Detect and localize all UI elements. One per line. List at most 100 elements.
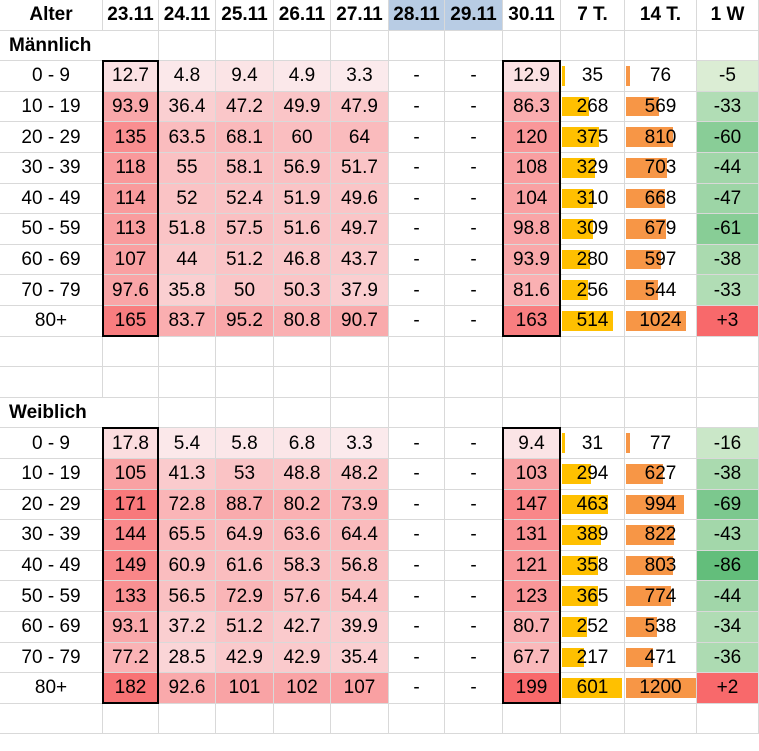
empty-cell[interactable] [216,397,274,429]
incidence-cell[interactable]: - [389,550,445,582]
incidence-cell[interactable]: 58.3 [274,550,331,582]
incidence-cell[interactable]: 4.9 [274,61,331,92]
sum-7-days-cell[interactable]: 256 [561,275,625,306]
empty-cell[interactable] [274,397,331,429]
incidence-cell[interactable]: - [445,581,503,612]
weekly-change-cell[interactable]: -69 [697,489,759,521]
empty-cell[interactable] [503,367,561,398]
empty-cell[interactable] [697,367,759,398]
incidence-cell[interactable]: 52.4 [216,183,274,215]
empty-cell[interactable] [561,367,625,398]
weekly-change-cell[interactable]: -33 [697,91,759,123]
incidence-cell[interactable]: 107 [331,673,389,704]
incidence-cell[interactable]: 93.1 [103,612,159,643]
incidence-cell[interactable]: 98.8 [503,214,561,245]
sum-14-days-cell[interactable]: 544 [625,275,697,306]
age-group-label[interactable]: 50 - 59 [0,214,103,245]
incidence-cell[interactable]: 68.1 [216,122,274,153]
incidence-cell[interactable]: 65.5 [159,520,216,551]
age-group-label[interactable]: 10 - 19 [0,91,103,123]
incidence-cell[interactable]: 51.7 [331,153,389,184]
weekly-change-cell[interactable]: +2 [697,673,759,704]
incidence-cell[interactable]: 50.3 [274,275,331,306]
sum-14-days-cell[interactable]: 822 [625,520,697,551]
incidence-cell[interactable]: 63.6 [274,520,331,551]
incidence-cell[interactable]: 121 [503,550,561,582]
incidence-cell[interactable]: 72.8 [159,489,216,521]
empty-cell[interactable] [445,367,503,398]
section-title[interactable]: Männlich [0,31,140,62]
empty-cell[interactable] [625,367,697,398]
incidence-cell[interactable]: 104 [503,183,561,215]
incidence-cell[interactable]: 182 [103,673,159,704]
incidence-cell[interactable]: 37.9 [331,275,389,306]
incidence-cell[interactable]: 4.8 [159,61,216,92]
incidence-cell[interactable]: 55 [159,153,216,184]
incidence-cell[interactable]: 39.9 [331,612,389,643]
incidence-cell[interactable]: 123 [503,581,561,612]
empty-cell[interactable] [103,703,159,735]
incidence-cell[interactable]: - [389,122,445,153]
age-group-label[interactable]: 30 - 39 [0,520,103,551]
sum-14-days-cell[interactable]: 597 [625,244,697,276]
incidence-cell[interactable]: 46.8 [274,244,331,276]
incidence-cell[interactable]: - [445,61,503,92]
sum-14-days-cell[interactable]: 994 [625,489,697,521]
incidence-cell[interactable]: - [445,244,503,276]
incidence-cell[interactable]: 42.7 [274,612,331,643]
incidence-cell[interactable]: - [445,275,503,306]
weekly-change-cell[interactable]: -5 [697,61,759,92]
sum-14-days-cell[interactable]: 679 [625,214,697,245]
empty-cell[interactable] [561,703,625,735]
col-header-10[interactable]: 14 T. [625,0,697,31]
incidence-cell[interactable]: - [445,612,503,643]
sum-14-days-cell[interactable]: 668 [625,183,697,215]
incidence-cell[interactable]: 60.9 [159,550,216,582]
incidence-cell[interactable]: 50 [216,275,274,306]
incidence-cell[interactable]: 52 [159,183,216,215]
incidence-cell[interactable]: - [445,214,503,245]
empty-cell[interactable] [216,336,274,368]
sum-14-days-cell[interactable]: 471 [625,642,697,674]
incidence-cell[interactable]: 149 [103,550,159,582]
incidence-cell[interactable]: - [389,673,445,704]
weekly-change-cell[interactable]: -16 [697,428,759,459]
incidence-cell[interactable]: - [389,581,445,612]
incidence-cell[interactable]: - [445,642,503,674]
empty-cell[interactable] [159,397,216,429]
incidence-cell[interactable]: 90.7 [331,306,389,337]
empty-cell[interactable] [103,397,159,429]
sum-14-days-cell[interactable]: 810 [625,122,697,153]
incidence-cell[interactable]: 102 [274,673,331,704]
incidence-cell[interactable]: 83.7 [159,306,216,337]
incidence-cell[interactable]: 47.9 [331,91,389,123]
empty-cell[interactable] [0,367,103,398]
empty-cell[interactable] [159,703,216,735]
sum-14-days-cell[interactable]: 627 [625,459,697,490]
weekly-change-cell[interactable]: -43 [697,520,759,551]
sum-7-days-cell[interactable]: 375 [561,122,625,153]
incidence-cell[interactable]: 42.9 [274,642,331,674]
incidence-cell[interactable]: - [445,428,503,459]
sum-14-days-cell[interactable]: 1024 [625,306,697,337]
empty-cell[interactable] [503,397,561,429]
empty-cell[interactable] [697,397,759,429]
incidence-cell[interactable]: - [445,122,503,153]
incidence-cell[interactable]: 133 [103,581,159,612]
incidence-cell[interactable]: 51.6 [274,214,331,245]
sum-7-days-cell[interactable]: 329 [561,153,625,184]
col-header-6[interactable]: 28.11 [389,0,445,31]
incidence-cell[interactable]: 6.8 [274,428,331,459]
age-group-label[interactable]: 70 - 79 [0,275,103,306]
incidence-cell[interactable]: 171 [103,489,159,521]
incidence-cell[interactable]: - [445,153,503,184]
incidence-cell[interactable]: 48.8 [274,459,331,490]
sum-7-days-cell[interactable]: 601 [561,673,625,704]
incidence-cell[interactable]: 118 [103,153,159,184]
section-title[interactable]: Weiblich [0,398,140,429]
age-group-label[interactable]: 60 - 69 [0,244,103,276]
age-group-label[interactable]: 20 - 29 [0,122,103,153]
incidence-cell[interactable]: - [389,459,445,490]
empty-cell[interactable] [159,336,216,368]
incidence-cell[interactable]: 199 [503,673,561,704]
